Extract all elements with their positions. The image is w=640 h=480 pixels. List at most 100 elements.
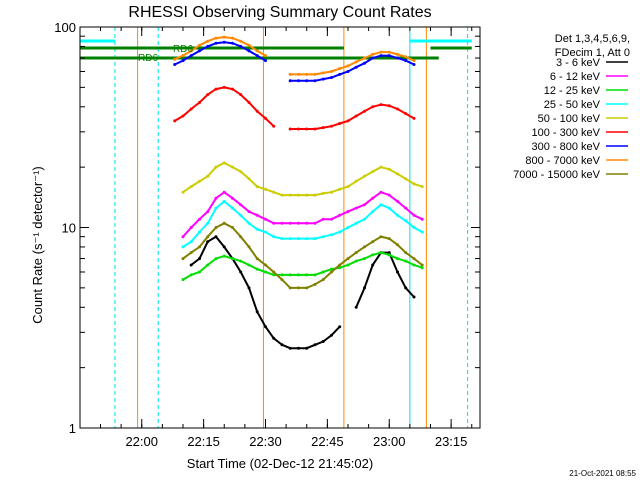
data-point	[305, 79, 309, 83]
data-point	[396, 257, 399, 261]
legend-label: 50 - 100 keV	[538, 113, 601, 125]
data-point	[280, 343, 284, 347]
data-point	[173, 119, 177, 123]
data-point	[280, 273, 284, 277]
data-point	[379, 103, 383, 107]
data-point	[420, 217, 424, 221]
data-point	[387, 104, 391, 108]
data-point	[206, 221, 210, 225]
data-point	[305, 346, 309, 350]
data-point	[346, 185, 350, 189]
data-point	[305, 237, 309, 241]
data-point	[198, 101, 201, 104]
data-point	[189, 226, 193, 229]
series-line-12-25-keV	[182, 251, 423, 281]
data-point	[181, 235, 185, 239]
data-point	[354, 60, 358, 64]
data-point	[363, 203, 366, 207]
data-point	[239, 170, 243, 174]
data-point	[231, 36, 234, 40]
data-point	[297, 237, 300, 241]
data-point	[264, 230, 267, 234]
data-point	[272, 221, 276, 225]
data-point	[264, 187, 267, 191]
data-point	[214, 87, 218, 91]
data-point	[412, 63, 416, 66]
data-point	[346, 226, 350, 229]
data-point	[231, 206, 234, 210]
data-point	[371, 52, 375, 56]
data-point	[288, 127, 292, 131]
data-point	[255, 49, 259, 53]
data-point	[231, 226, 234, 229]
data-point	[404, 286, 408, 290]
series-line-7000-15000-keV	[182, 222, 423, 289]
data-point	[313, 273, 317, 277]
data-point	[387, 167, 391, 171]
data-point	[412, 257, 416, 261]
data-point	[346, 119, 350, 123]
data-point	[305, 72, 309, 76]
data-point	[222, 190, 226, 194]
data-point	[231, 41, 234, 45]
data-point	[396, 52, 399, 56]
data-point	[305, 127, 309, 131]
data-point	[379, 190, 383, 194]
data-point	[264, 59, 267, 63]
data-point	[181, 59, 185, 63]
data-point	[264, 263, 267, 267]
data-point	[371, 170, 375, 174]
data-point	[255, 213, 259, 217]
data-point	[255, 267, 259, 271]
data-point	[313, 127, 317, 131]
data-point	[313, 237, 317, 241]
data-point	[346, 70, 350, 73]
data-point	[288, 286, 292, 290]
data-point	[330, 190, 333, 194]
data-point	[222, 85, 226, 89]
data-point	[338, 67, 342, 71]
data-point	[313, 343, 317, 347]
data-point	[189, 251, 193, 255]
data-point	[206, 93, 210, 97]
data-point	[321, 278, 325, 282]
data-point	[354, 221, 358, 225]
data-point	[173, 57, 177, 61]
data-point	[412, 116, 416, 120]
data-point	[363, 286, 366, 290]
data-point	[247, 210, 251, 214]
data-point	[420, 263, 424, 267]
data-point	[330, 233, 333, 237]
data-point	[354, 206, 358, 210]
data-point	[198, 257, 201, 261]
data-point	[264, 325, 267, 329]
series-line-100-300-keV	[290, 103, 415, 130]
data-point	[412, 182, 416, 186]
timestamp: 21-Oct-2021 08:55	[569, 469, 636, 478]
data-point	[255, 310, 259, 314]
data-point	[181, 257, 185, 261]
data-point	[239, 270, 243, 274]
x-tick-label: 22:00	[125, 434, 158, 449]
data-point	[330, 70, 333, 73]
data-point	[338, 187, 342, 191]
legend-label: 12 - 25 keV	[544, 85, 601, 97]
data-point	[346, 257, 350, 261]
data-point	[338, 213, 342, 217]
data-point	[396, 199, 399, 203]
data-point	[321, 235, 325, 239]
data-point	[363, 257, 366, 261]
data-point	[206, 263, 210, 267]
data-point	[330, 267, 333, 271]
data-point	[255, 185, 259, 189]
data-point	[206, 210, 210, 214]
data-point	[247, 221, 251, 225]
data-point	[264, 116, 267, 120]
data-point	[280, 221, 284, 225]
data-point	[363, 217, 366, 221]
data-point	[198, 49, 201, 53]
data-point	[280, 278, 284, 282]
data-point	[239, 44, 243, 48]
x-tick-label: 23:15	[435, 434, 468, 449]
data-point	[297, 79, 300, 83]
